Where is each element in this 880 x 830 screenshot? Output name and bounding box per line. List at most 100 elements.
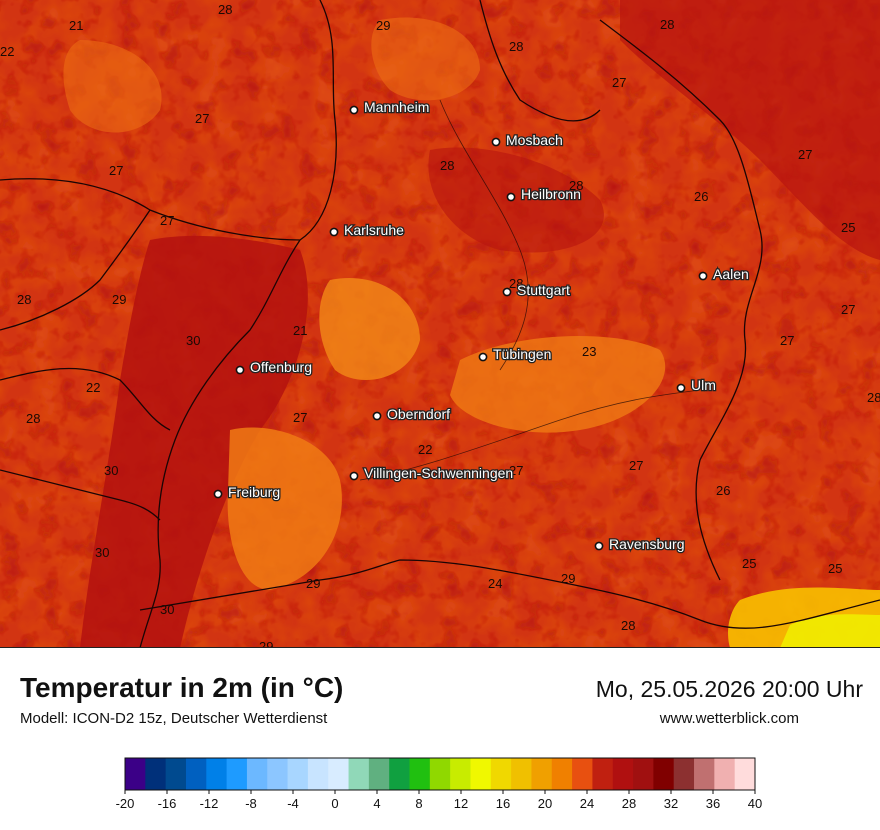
scale-tick-label: 32 <box>664 796 678 811</box>
scale-swatches <box>125 758 756 790</box>
city-aalen[interactable]: Aalen <box>698 265 750 283</box>
scale-swatch <box>429 758 451 790</box>
city-label-mannheim: Mannheim <box>364 99 429 115</box>
city-stuttgart[interactable]: Stuttgart <box>502 281 571 299</box>
scale-swatch <box>450 758 471 790</box>
city-label-heilbronn: Heilbronn <box>521 186 581 202</box>
temp-label: 28 <box>509 276 523 291</box>
city-marker-icon <box>491 137 501 147</box>
scale-swatch <box>531 758 553 790</box>
city-villingen[interactable]: Villingen-Schwenningen <box>349 464 514 482</box>
scale-swatch <box>694 758 715 790</box>
city-marker-icon <box>502 287 512 297</box>
city-freiburg[interactable]: Freiburg <box>213 483 281 501</box>
temp-label: 28 <box>569 178 583 193</box>
temp-label: 27 <box>629 458 643 473</box>
scale-swatch <box>551 758 573 790</box>
scale-swatch <box>307 758 329 790</box>
temp-label: 29 <box>306 576 320 591</box>
city-mosbach[interactable]: Mosbach <box>491 131 564 149</box>
odenwald-zone <box>371 17 480 101</box>
city-marker-icon <box>676 383 686 393</box>
scale-swatch <box>653 758 675 790</box>
temp-label: 27 <box>509 463 523 478</box>
temp-label: 27 <box>293 410 307 425</box>
scale-swatch <box>348 758 370 790</box>
model-source: Modell: ICON-D2 15z, Deutscher Wetterdie… <box>20 710 328 727</box>
temp-label: 29 <box>376 18 390 33</box>
temp-label: 28 <box>218 2 232 17</box>
scale-tick-label: 4 <box>373 796 380 811</box>
border-hesse <box>479 0 601 122</box>
city-label-freiburg: Freiburg <box>228 484 280 500</box>
city-label-ravensburg: Ravensburg <box>609 536 685 552</box>
scale-swatch <box>389 758 410 790</box>
city-label-oberndorf: Oberndorf <box>387 406 450 422</box>
city-karlsruhe[interactable]: Karlsruhe <box>329 221 405 239</box>
scale-tick-label: 8 <box>415 796 422 811</box>
temp-label: 26 <box>716 483 730 498</box>
scale-swatch <box>511 758 532 790</box>
border-west-a <box>0 367 171 431</box>
city-ravensburg[interactable]: Ravensburg <box>594 535 686 553</box>
scale-swatch <box>612 758 634 790</box>
scale-swatch <box>572 758 593 790</box>
borders <box>0 0 880 649</box>
temp-label: 22 <box>0 44 14 59</box>
city-label-tuebingen: Tübingen <box>493 346 551 362</box>
temp-label: 28 <box>17 292 31 307</box>
city-tuebingen[interactable]: Tübingen <box>478 345 553 363</box>
city-label-offenburg: Offenburg <box>250 359 312 375</box>
scale-swatch <box>287 758 309 790</box>
temp-label: 21 <box>293 323 307 338</box>
temp-label: 25 <box>742 556 756 571</box>
city-marker-icon <box>698 271 708 281</box>
city-oberndorf[interactable]: Oberndorf <box>372 405 451 423</box>
temp-label: 23 <box>582 344 596 359</box>
temp-label: 30 <box>104 463 118 478</box>
temp-label: 27 <box>798 147 812 162</box>
temp-label: 30 <box>95 545 109 560</box>
city-offenburg[interactable]: Offenburg <box>235 358 313 376</box>
border-west-b <box>0 469 161 521</box>
scale-swatch <box>633 758 654 790</box>
river-danube <box>359 389 701 481</box>
temp-label: 25 <box>828 561 842 576</box>
city-ulm[interactable]: Ulm <box>676 376 717 394</box>
city-marker-icon <box>594 541 604 551</box>
scale-tick-label: -20 <box>116 796 135 811</box>
kraichgau-zone <box>63 40 162 133</box>
temp-label: 22 <box>86 380 100 395</box>
scale-swatch <box>246 758 268 790</box>
temp-label: 27 <box>612 75 626 90</box>
scale-swatch <box>368 758 390 790</box>
temp-label: 29 <box>112 292 126 307</box>
scale-swatch <box>470 758 492 790</box>
city-label-stuttgart: Stuttgart <box>517 282 570 298</box>
temp-label: 28 <box>867 390 880 405</box>
temp-label: 30 <box>160 602 174 617</box>
scale-tick-label: 12 <box>454 796 468 811</box>
website-link[interactable]: www.wetterblick.com <box>659 710 799 727</box>
scale-swatch <box>206 758 228 790</box>
city-mannheim[interactable]: Mannheim <box>349 98 431 116</box>
scale-swatch <box>267 758 288 790</box>
scale-tick-label: 36 <box>706 796 720 811</box>
scale-swatch <box>673 758 695 790</box>
scale-swatch <box>125 758 146 790</box>
temp-label: 28 <box>26 411 40 426</box>
rivers <box>359 99 701 481</box>
city-heilbronn[interactable]: Heilbronn <box>506 185 582 203</box>
black-forest-cool-zone <box>227 427 342 590</box>
scale-swatch <box>490 758 512 790</box>
city-marker-icon <box>349 471 359 481</box>
scale-swatch <box>734 758 756 790</box>
temp-label: 26 <box>694 189 708 204</box>
scale-swatch <box>185 758 207 790</box>
chart-title: Temperatur in 2m (in °C) <box>20 672 344 703</box>
border-palatinate <box>0 209 151 331</box>
neckar-dark-zone <box>428 147 604 253</box>
city-label-villingen: Villingen-Schwenningen <box>364 465 513 481</box>
scale-swatch <box>714 758 736 790</box>
border-rhine <box>139 239 301 649</box>
